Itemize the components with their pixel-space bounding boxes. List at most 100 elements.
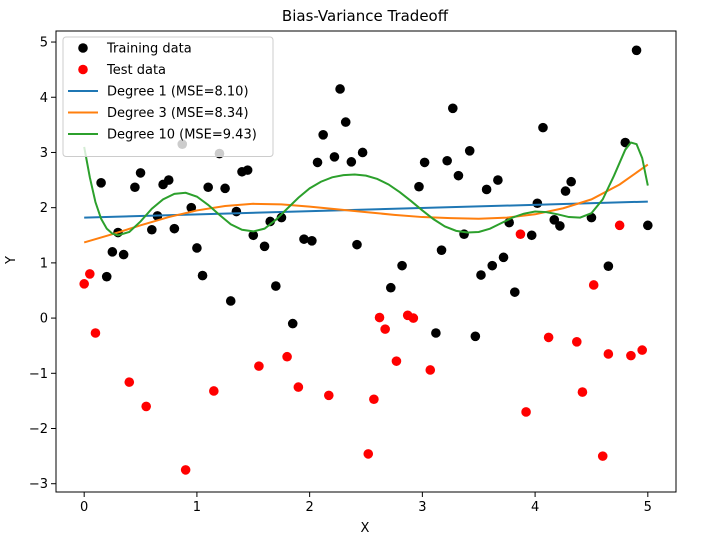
series-0-point [135,168,146,178]
series-0-point [470,331,481,342]
series-1-point [425,365,436,375]
series-1-point [324,390,334,401]
x-tick-label: 3 [418,500,426,515]
series-0-point [163,175,174,185]
series-3-line [83,163,649,244]
series-0-point [101,271,112,282]
series-1-point [521,407,531,417]
axes-frame [55,30,677,493]
series-1-point [79,279,89,289]
series-1-point [282,351,292,362]
series-1-point [588,280,599,290]
series-1-point [603,349,614,359]
series-0-point [276,212,287,223]
series-0-point [464,146,475,156]
series-1-point [293,382,304,392]
series-1-point [515,229,526,239]
legend-label: Degree 10 (MSE=9.43) [107,128,257,143]
series-0-point [603,261,614,271]
x-axis-label: X [361,521,370,536]
series-0-point [231,206,242,217]
series-0-point [287,318,298,329]
series-0-point [329,152,340,162]
legend-label: Degree 3 (MSE=8.34) [107,106,249,121]
series-0-point [197,270,208,281]
series-0-point [448,103,458,114]
series-0-point [476,270,486,280]
series-0-point [130,182,140,193]
series-0-point [532,198,543,209]
series-0-point [352,239,362,250]
chart-title: Bias-Variance Tradeoff [282,7,449,25]
series-0-point [549,215,560,225]
series-0-point [259,241,270,252]
series-0-point [242,165,253,175]
series-1-point [391,356,402,366]
series-0-point [481,184,492,195]
series-0-point [453,170,464,181]
series-1-point [209,386,219,396]
legend-marker [78,64,88,75]
series-1-point [614,220,625,231]
legend-label: Training data [106,42,192,57]
series-0-point [586,212,597,223]
series-1-point [597,451,608,461]
series-1-point [141,401,151,412]
series-0-point [169,223,180,234]
series-1-point [637,345,647,355]
series-0-point [526,230,537,241]
series-1-point [380,324,390,334]
y-tick-label: −1 [29,367,48,382]
series-0-point [493,175,503,185]
y-tick-label: 5 [40,36,48,51]
series-0-point [436,245,447,255]
series-0-point [318,129,328,140]
x-tick-label: 2 [305,500,313,515]
legend: Training data Test data Degree 1 (MSE=8.10… [62,36,274,157]
series-0-point [643,220,653,231]
series-0-point [312,157,323,168]
series-0-point [203,182,213,193]
series-1-point [254,361,264,371]
series-0-point [335,84,345,94]
series-0-point [107,247,118,257]
series-0-point [225,296,236,306]
series-1-point [577,387,588,397]
series-0-point [96,178,106,188]
y-tick-label: −3 [29,477,48,492]
series-0-point [265,216,275,227]
x-tick-label: 4 [531,500,539,515]
series-0-point [620,137,631,148]
plot-area: 0 1 2 3 4 5 −3 −2 −1 0 1 2 3 4 5 [29,30,677,515]
series-1-point [85,269,95,279]
y-tick-label: 2 [40,201,48,216]
series-0-point [271,281,281,291]
series-1-point [124,377,135,387]
y-tick-label: −2 [29,422,48,437]
series-0-point [487,260,498,271]
series-0-point [186,202,197,213]
series-0-point [397,260,407,271]
series-1-point [180,465,191,475]
y-tick-label: 1 [40,256,48,271]
x-tick-label: 5 [644,500,652,515]
series-0-point [340,117,351,127]
series-0-point [431,328,441,338]
series-0-point [566,176,576,187]
series-0-point [442,155,452,166]
y-tick-label: 4 [40,91,48,106]
series-1-point [374,312,385,323]
series-0-point [555,221,565,231]
series-0-point [248,230,259,241]
legend-label: Test data [106,63,166,78]
series-0-point [147,224,157,235]
series-0-point [357,147,368,158]
series-1-point [90,328,101,338]
series-0-point [299,234,309,244]
series-0-point [538,122,548,133]
series-1-point [408,313,419,323]
x-tick-label: 1 [193,500,201,515]
series-0-point [386,282,396,293]
series-0-point [498,252,509,263]
